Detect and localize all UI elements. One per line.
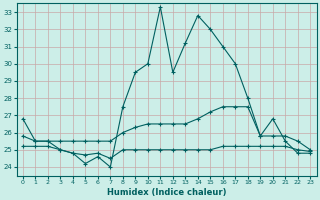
X-axis label: Humidex (Indice chaleur): Humidex (Indice chaleur) (107, 188, 226, 197)
